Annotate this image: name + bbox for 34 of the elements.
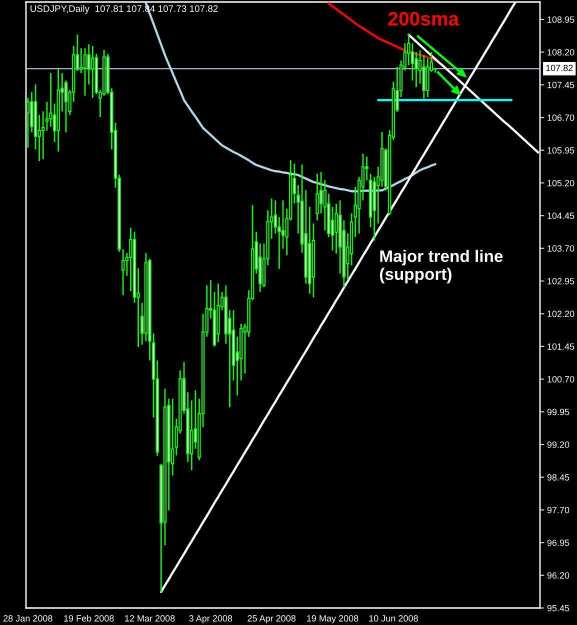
candlestick <box>26 97 30 148</box>
y-tick-label: 98.45 <box>547 474 570 481</box>
candlestick <box>91 45 94 99</box>
x-tick-label: 3 Apr 2008 <box>189 615 232 624</box>
x-tick-label: 12 Mar 2008 <box>125 615 175 622</box>
y-tick-label: 99.20 <box>547 441 570 448</box>
y-tick-label: 97.70 <box>547 506 570 514</box>
x-tick-label: 19 Feb 2008 <box>64 614 114 622</box>
series-label: 200sma <box>388 12 460 26</box>
y-tick-label: 108.95 <box>548 16 574 23</box>
y-tick-label: 99.95 <box>547 408 570 416</box>
y-tick-label: 101.45 <box>548 343 574 350</box>
y-tick-label: 102.20 <box>548 310 574 318</box>
y-tick-label: 104.45 <box>548 212 574 219</box>
candlestick <box>316 173 319 222</box>
candlestick <box>422 54 426 100</box>
y-tick-label: 100.70 <box>548 376 574 382</box>
y-tick-label: 96.20 <box>547 572 570 579</box>
x-tick-label: 10 Jun 2008 <box>369 615 418 622</box>
x-tick-label: 19 May 2008 <box>307 615 358 624</box>
y-tick-label: 107.45 <box>548 82 574 88</box>
y-tick-label: 102.95 <box>548 278 574 284</box>
y-tick-label: 106.70 <box>548 114 574 121</box>
candlestick <box>83 48 87 96</box>
series-label: Major trend line (support) <box>380 250 503 284</box>
x-tick-label: 25 Apr 2008 <box>248 615 296 624</box>
y-tick-label: 105.20 <box>548 180 574 186</box>
y-tick-label: 96.95 <box>547 540 570 546</box>
y-tick-label: 95.45 <box>547 604 570 612</box>
ref-line-label: 107.82 <box>546 64 573 72</box>
y-tick-label: 103.70 <box>548 245 574 252</box>
y-tick-label: 105.95 <box>548 147 574 154</box>
x-tick-label: 28 Jan 2008 <box>4 615 52 622</box>
y-tick-label: 108.20 <box>548 49 574 56</box>
